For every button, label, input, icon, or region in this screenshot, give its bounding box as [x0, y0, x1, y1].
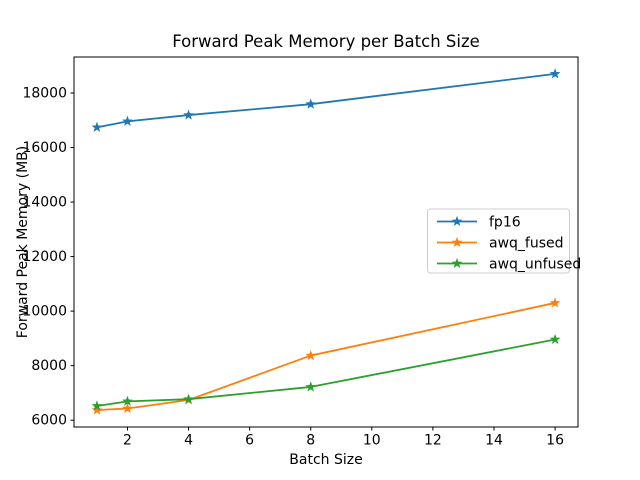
legend: [427, 208, 570, 274]
data-point-awq_unfused-batch-4: [183, 393, 194, 404]
y-axis-label: Forward Peak Memory (MB): [15, 146, 31, 338]
data-point-fp16-batch-1: [91, 121, 103, 132]
series-line-awq_unfused: [96, 338, 556, 407]
x-tick-label: 14: [485, 433, 503, 449]
data-point-fp16-batch-4: [183, 109, 194, 120]
x-tick-label: 2: [123, 433, 132, 449]
data-point-awq_fused-batch-2: [122, 402, 133, 413]
legend-sample-marker-awq_fused: [451, 236, 463, 248]
legend-sample-marker-awq_unfused: [451, 257, 463, 269]
legend-label-fp16: fp16: [489, 215, 521, 231]
x-tick-label: 10: [363, 433, 381, 449]
y-tick-label: 8000: [31, 358, 67, 374]
data-point-awq_unfused-batch-1: [91, 400, 103, 411]
legend-label-awq-unfused: awq_unfused: [489, 257, 581, 273]
data-series: [91, 68, 561, 415]
series-line-awq_fused: [96, 302, 556, 412]
data-point-awq_fused-batch-16: [549, 297, 561, 308]
x-tick-label: 16: [546, 433, 564, 449]
x-tick-label: 8: [306, 433, 315, 449]
data-point-awq_unfused-batch-16: [549, 333, 561, 345]
y-tick-label: 12000: [22, 249, 67, 265]
x-axis-label: Batch Size: [289, 452, 362, 468]
plot-area-border: [73, 56, 579, 428]
data-point-fp16-batch-16: [549, 68, 561, 79]
y-tick-label: 18000: [22, 85, 67, 101]
x-tick-label: 6: [245, 433, 254, 449]
chart-title: Forward Peak Memory per Batch Size: [172, 32, 480, 51]
data-point-awq_fused-batch-8: [305, 349, 317, 361]
x-tick-label: 4: [184, 433, 193, 449]
legend-sample-marker-fp16: [451, 215, 463, 227]
data-point-awq_fused-batch-1: [91, 404, 103, 415]
data-point-awq_unfused-batch-2: [122, 395, 133, 406]
legend-box: [427, 208, 570, 274]
y-tick-label: 16000: [22, 140, 67, 156]
x-tick-label: 12: [424, 433, 442, 449]
y-tick-label: 6000: [31, 413, 67, 429]
y-tick-label: 14000: [22, 195, 67, 211]
axis-ticks: 2 4 6 8 10 12 14 16 6000 8000 10000 12000 14000 16000…: [22, 85, 564, 448]
data-point-fp16-batch-2: [122, 115, 133, 126]
data-point-awq_unfused-batch-8: [305, 381, 317, 392]
legend-label-awq-fused: awq_fused: [489, 236, 564, 252]
data-point-fp16-batch-8: [305, 98, 317, 109]
y-tick-label: 10000: [22, 304, 67, 320]
series-line-fp16: [96, 73, 556, 129]
